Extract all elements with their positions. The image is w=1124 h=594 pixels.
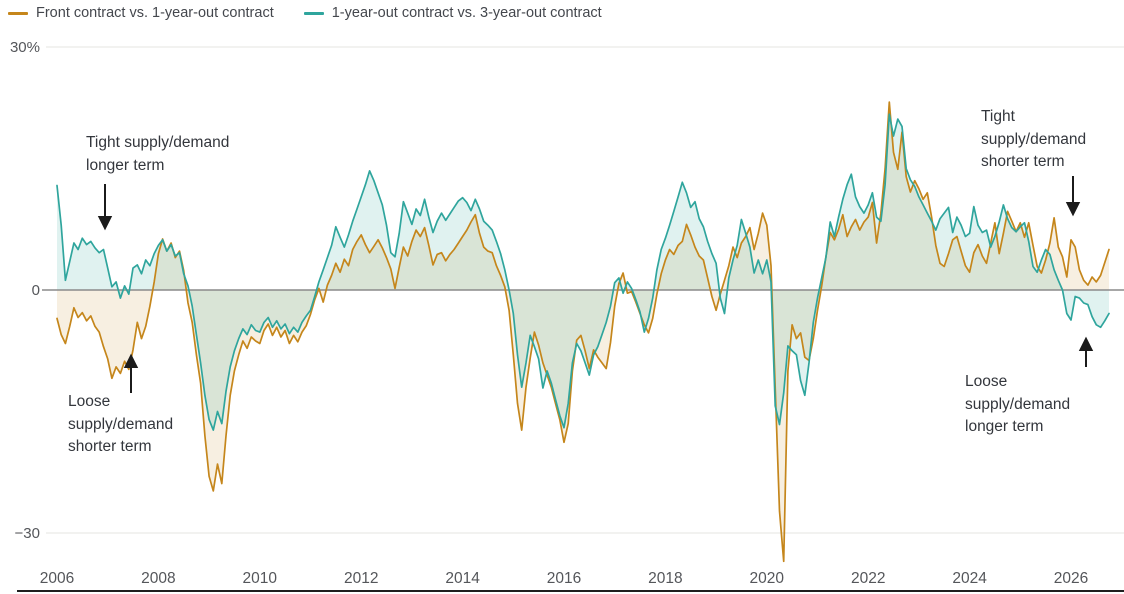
series-line-0 — [56, 101, 1110, 563]
x-tick-label: 2022 — [851, 570, 885, 587]
x-tick-label: 2020 — [750, 570, 785, 587]
legend-swatch-teal-icon — [303, 11, 324, 15]
x-tick-label: 2024 — [952, 570, 987, 587]
annotation-tight-supply-longer-term: Tight supply/demand longer term — [86, 134, 230, 174]
x-tick-label: 2006 — [40, 570, 74, 587]
series-line-1 — [56, 113, 1110, 431]
legend-swatch-orange-icon — [8, 11, 28, 15]
legend-item-1yr-vs-3yr: 1-year-out contract vs. 3-year-out contr… — [303, 5, 602, 21]
x-tick-label: 2016 — [547, 570, 581, 587]
legend-label: 1-year-out contract vs. 3-year-out contr… — [331, 5, 602, 21]
y-tick-label: 30% — [10, 39, 40, 56]
series-area-0 — [57, 102, 1109, 562]
y-tick-label: 0 — [32, 282, 40, 299]
annotation-loose-supply-shorter-term: Loose supply/demand shorter term — [68, 393, 174, 455]
x-tick-label: 2026 — [1054, 570, 1088, 587]
chart-legend: Front contract vs. 1-year-out contract 1… — [8, 5, 602, 21]
x-tick-label: 2012 — [344, 570, 378, 587]
legend-label: Front contract vs. 1-year-out contract — [36, 5, 274, 21]
annotation-tight-supply-shorter-term: Tight supply/demand shorter term — [981, 108, 1087, 170]
legend-item-front-vs-1yr: Front contract vs. 1-year-out contract — [8, 5, 274, 21]
x-tick-label: 2018 — [648, 570, 682, 587]
y-tick-label: −30 — [15, 525, 40, 542]
x-tick-label: 2014 — [445, 570, 480, 587]
x-tick-label: 2010 — [243, 570, 278, 587]
x-tick-label: 2008 — [141, 570, 175, 587]
x-axis-line — [17, 590, 1124, 592]
series-area-1 — [57, 114, 1109, 431]
annotation-loose-supply-longer-term: Loose supply/demand longer term — [965, 373, 1071, 435]
